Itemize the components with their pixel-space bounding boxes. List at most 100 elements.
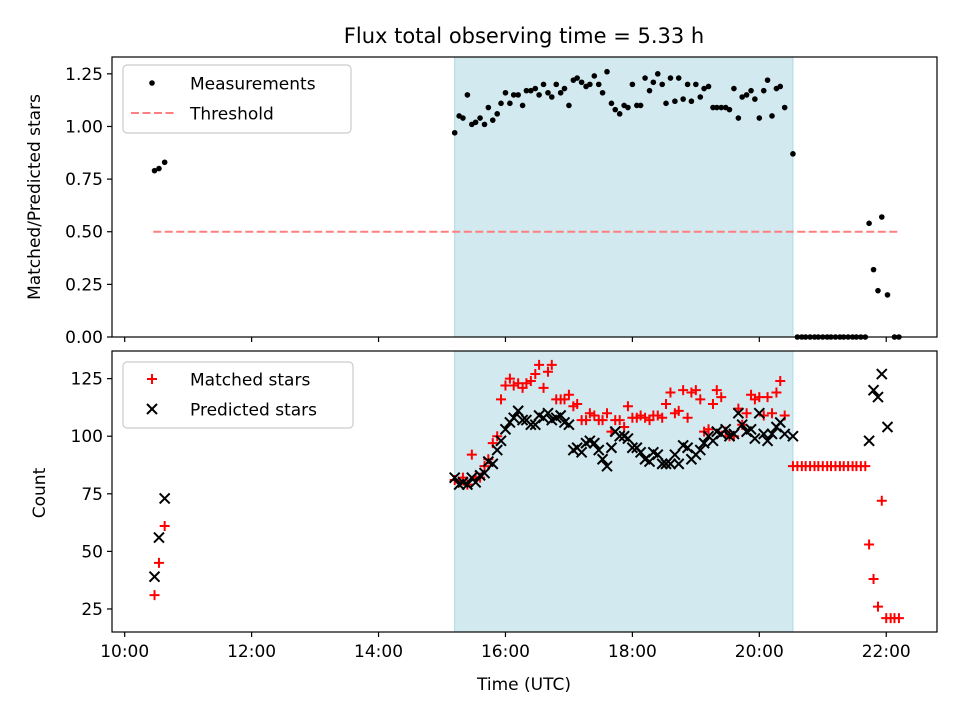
measurement-point: [612, 106, 619, 113]
predicted-star-point: [148, 571, 161, 583]
predicted-star-point: [673, 458, 685, 470]
measurement-point: [604, 68, 610, 75]
predicted-star-point: [158, 492, 171, 505]
measurement-point: [553, 81, 560, 88]
measurement-point: [697, 94, 704, 100]
measurement-point: [752, 96, 758, 102]
matched-star-point: [149, 590, 160, 601]
bottom-y-label: Count: [30, 467, 50, 518]
predicted-star-point: [461, 478, 474, 491]
matched-star-point: [504, 373, 515, 384]
bottom-y-axis: 25 50 75 100 125: [71, 370, 112, 620]
measurement-point: [693, 81, 699, 88]
top-y-tick-label: 0.00: [65, 328, 103, 348]
bottom-y-tick-label: 125: [71, 370, 103, 390]
measurement-point: [494, 111, 501, 117]
matched-star-point: [619, 422, 630, 433]
measurement-point: [481, 121, 488, 128]
predicted-star-point: [448, 471, 461, 484]
top-y-axis: 0.00 0.25 0.50 0.75 1.00 1.25: [65, 65, 112, 348]
measurement-point: [507, 100, 513, 107]
x-tick-label: 12:00: [227, 642, 276, 662]
measurement-point: [790, 151, 796, 157]
bottom-y-tick-label: 75: [81, 485, 103, 505]
matched-star-point: [860, 461, 871, 472]
measurement-point: [756, 115, 763, 121]
measurement-point: [866, 220, 872, 227]
predicted-star-point: [719, 423, 732, 436]
matched-star-point: [686, 387, 697, 398]
matched-star-point: [762, 392, 773, 403]
top-legend: Measurements Threshold: [122, 64, 352, 134]
predicted-star-point: [698, 437, 710, 449]
measurement-point: [464, 92, 471, 98]
matched-star-point: [530, 369, 541, 380]
measurement-point: [743, 92, 750, 98]
measurement-point: [472, 119, 479, 126]
measurement-point: [878, 214, 885, 220]
x-tick-label: 20:00: [735, 642, 784, 662]
measurement-point: [726, 106, 733, 113]
matched-star-point: [635, 410, 646, 421]
predicted-star-point: [542, 407, 554, 419]
matched-star-point: [695, 394, 706, 405]
measurement-point: [599, 89, 606, 96]
bottom-y-tick-label: 50: [81, 542, 103, 562]
measurement-point: [161, 159, 168, 166]
measurement-point: [718, 104, 725, 111]
bottom-shaded-span: [454, 350, 794, 633]
matched-star-point: [559, 394, 570, 405]
measurement-point: [545, 89, 551, 96]
x-tick-label: 16:00: [481, 642, 530, 662]
measurement-point: [595, 81, 602, 88]
measurement-point: [548, 94, 555, 100]
measurement-point: [667, 75, 674, 81]
measurement-point: [663, 100, 669, 107]
predicted-star-point: [634, 446, 647, 459]
chart-title: Flux total observing time = 5.33 h: [344, 24, 704, 48]
matched-star-point: [563, 389, 574, 400]
legend-matched-marker: [147, 374, 157, 384]
bottom-panel-frame: [111, 350, 938, 633]
matched-star-point: [496, 394, 507, 405]
top-panel-frame: [111, 56, 938, 338]
measurement-point: [498, 100, 504, 107]
measurement-point: [642, 75, 648, 81]
predicted-star-point: [774, 416, 786, 429]
measurement-point: [713, 104, 720, 111]
predicted-star-point: [491, 444, 503, 456]
matched-stars-series: [149, 359, 904, 624]
measurement-point: [739, 94, 745, 100]
measurement-point: [540, 81, 547, 88]
measurement-point: [884, 292, 891, 298]
measurement-point: [629, 81, 636, 88]
matched-star-point: [767, 408, 777, 419]
bottom-legend: Matched stars Predicted stars: [122, 361, 354, 429]
matched-star-point: [622, 401, 633, 412]
predicted-star-point: [563, 418, 575, 431]
x-tick-label: 10:00: [100, 642, 149, 662]
matched-star-point: [872, 601, 883, 612]
measurement-point: [781, 104, 788, 111]
measurement-point: [532, 85, 539, 92]
measurement-point: [625, 104, 631, 111]
measurement-point: [646, 87, 653, 94]
matched-star-point: [893, 613, 904, 624]
measurement-point: [654, 71, 661, 77]
legend-matched-label: Matched stars: [190, 371, 310, 391]
predicted-star-point: [881, 421, 894, 433]
predicted-star-point: [867, 384, 880, 396]
matched-star-point: [159, 521, 170, 532]
matched-star-point: [678, 385, 689, 396]
predicted-star-point: [660, 458, 672, 470]
matched-star-point: [690, 385, 701, 396]
predicted-star-point: [669, 448, 681, 461]
matched-star-point: [602, 408, 612, 419]
predicted-star-point: [761, 435, 774, 447]
top-y-tick-label: 1.25: [65, 65, 103, 85]
matched-star-point: [534, 359, 545, 370]
measurement-point: [701, 85, 707, 92]
matched-star-point: [716, 392, 727, 403]
predicted-stars-series: [148, 368, 894, 583]
matched-star-point: [546, 359, 557, 370]
